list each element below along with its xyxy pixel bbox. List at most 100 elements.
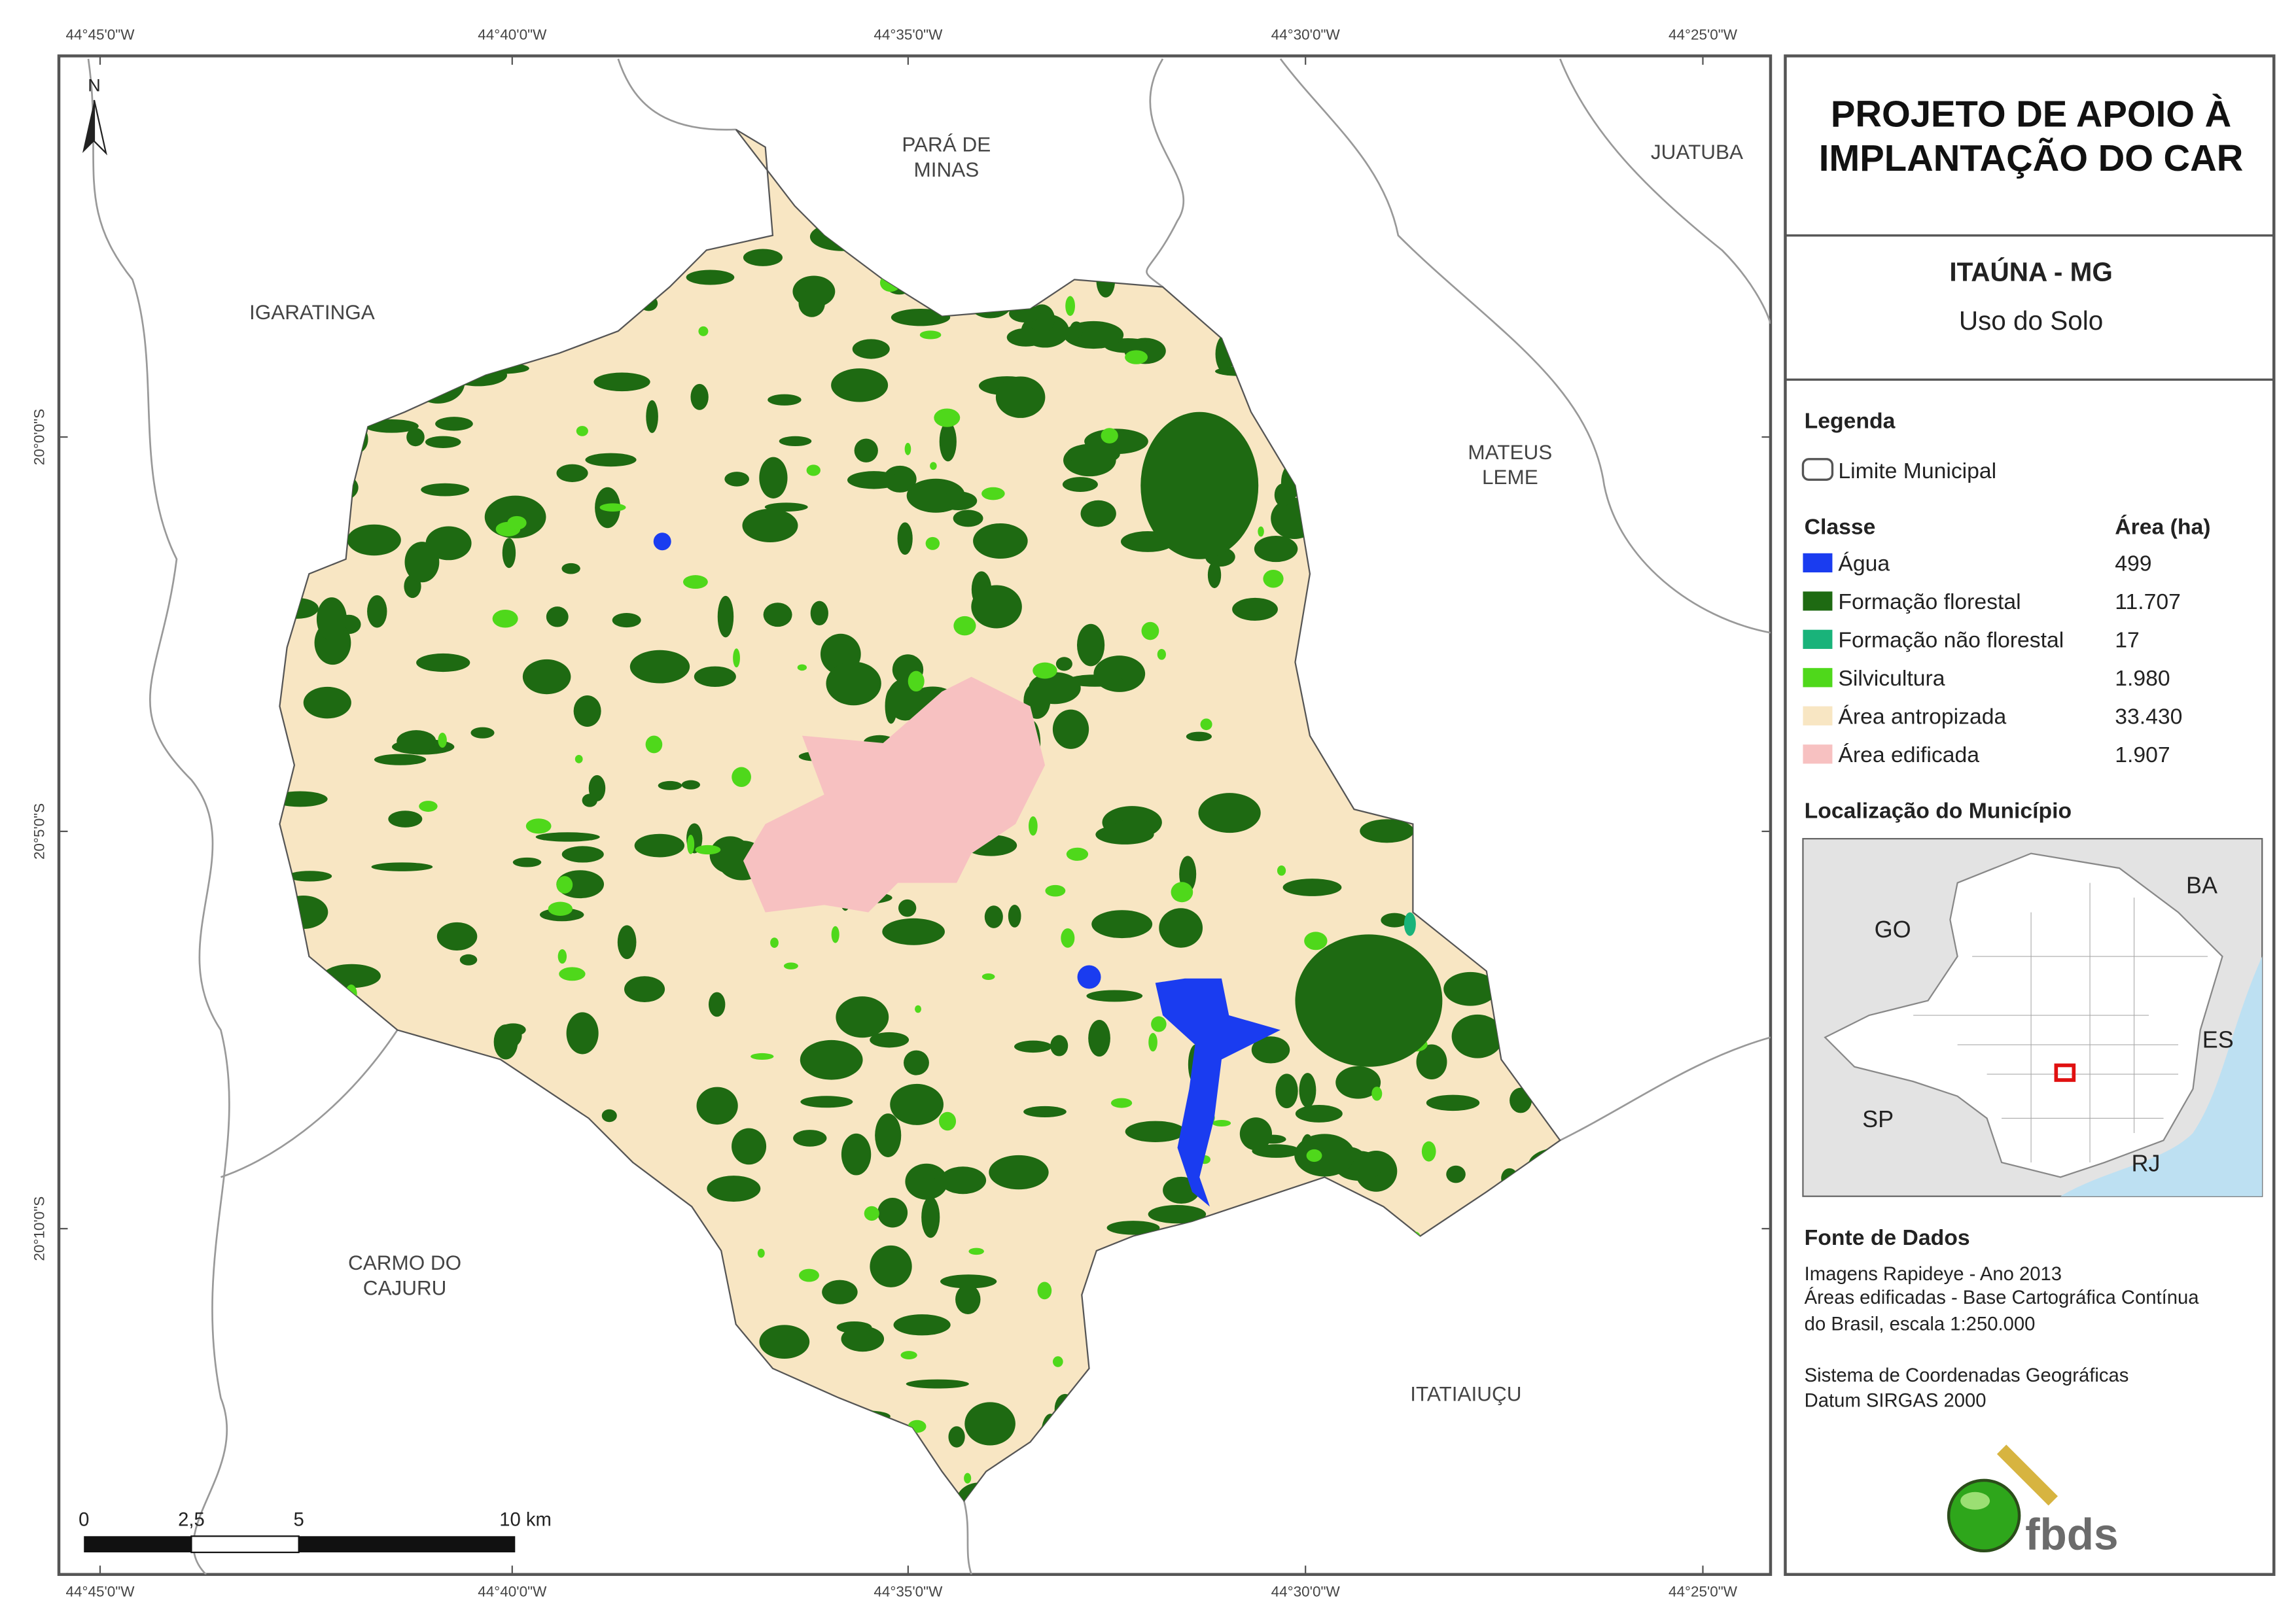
forest-patch (367, 595, 387, 628)
silviculture-patch (1029, 816, 1038, 836)
forest-patch (435, 417, 473, 431)
place-name: LEME (1482, 465, 1538, 489)
north-arrow: N (82, 75, 107, 156)
state-label: BA (2186, 871, 2217, 898)
forest-patch (573, 695, 601, 727)
silviculture-patch (968, 1248, 984, 1255)
forest-patch (841, 1133, 872, 1176)
sources-heading: Fonte de Dados (1805, 1225, 1970, 1250)
forest-patch (971, 585, 1022, 629)
forest-patch (556, 464, 588, 482)
forest-patch (287, 871, 332, 882)
class-swatch (1803, 553, 1833, 572)
forest-patch (798, 290, 825, 317)
longitude-label: 44°40'0"W (478, 1584, 547, 1600)
forest-patch (940, 1274, 997, 1289)
scale-label: 10 km (499, 1510, 552, 1531)
legend-heading: Legenda (1805, 409, 1896, 434)
forest-patch (1159, 908, 1203, 948)
silviculture-patch (1157, 648, 1166, 660)
forest-patch (1086, 990, 1143, 1002)
source-line: do Brasil, escala 1:250.000 (1805, 1314, 2036, 1335)
silviculture-patch (438, 732, 447, 748)
forest-patch (347, 524, 401, 556)
forest-patch (1254, 535, 1298, 563)
forest-patch (898, 899, 917, 917)
forest-patch (1023, 1106, 1067, 1118)
forest-patch (374, 754, 427, 765)
forest-patch (1076, 623, 1105, 667)
class-area: 499 (2115, 551, 2151, 576)
scale-label: 2,5 (178, 1510, 205, 1531)
forest-patch (973, 523, 1028, 559)
place-name: CAJURU (363, 1276, 447, 1299)
forest-patch (624, 976, 665, 1003)
forest-patch (1510, 1087, 1532, 1113)
class-area: 33.430 (2115, 705, 2182, 729)
forest-patch (1080, 500, 1116, 527)
forest-patch (940, 1166, 987, 1195)
forest-patch (1274, 483, 1292, 507)
forest-patch (561, 846, 604, 863)
silviculture-patch (645, 735, 663, 754)
forest-patch (1416, 1044, 1447, 1079)
class-name: Área antropizada (1838, 705, 2006, 729)
forest-patch (681, 780, 700, 790)
location-heading: Localização do Município (1805, 799, 2072, 824)
silviculture-patch (599, 503, 626, 512)
forest-patch (914, 1177, 942, 1198)
class-name: Formação florestal (1838, 589, 2021, 614)
urban-area (743, 676, 1046, 913)
forest-patch (561, 563, 580, 574)
forest-patch (1299, 1073, 1316, 1108)
silviculture-patch (574, 755, 583, 763)
forest-patch (891, 308, 951, 326)
forest-patch (416, 653, 470, 672)
forest-patch (694, 666, 736, 688)
longitude-label: 44°45'0"W (65, 1584, 135, 1600)
forest-patch (582, 794, 597, 807)
latitude-label: 20°5'0"S (31, 803, 48, 860)
source-line: Áreas edificadas - Base Cartográfica Con… (1805, 1287, 2200, 1308)
forest-patch (831, 368, 889, 402)
silviculture-patch (981, 973, 995, 981)
forest-patch (1251, 1036, 1290, 1064)
forest-patch (1451, 1014, 1504, 1058)
forest-patch (522, 659, 571, 695)
silviculture-patch (1065, 296, 1075, 316)
forest-patch (535, 832, 600, 842)
logo-text: fbds (2025, 1510, 2118, 1560)
silviculture-patch (1141, 621, 1159, 640)
forest-patch (995, 376, 1046, 418)
forest-patch (421, 483, 470, 497)
silviculture-patch (751, 1053, 774, 1060)
class-name: Área edificada (1838, 742, 1979, 767)
silviculture-patch (1304, 932, 1328, 951)
forest-patch (1111, 819, 1156, 837)
class-name: Água (1838, 551, 1890, 576)
non-forest-patch (1404, 912, 1416, 936)
forest-patch (690, 383, 709, 410)
forest-patch (836, 996, 889, 1038)
silviculture-patch (783, 962, 798, 969)
silviculture-patch (1110, 1098, 1133, 1108)
forest-patch (1443, 971, 1498, 1006)
forest-patch (852, 339, 890, 359)
forest-patch (939, 421, 957, 462)
silviculture-patch (831, 926, 839, 943)
place-name: PARÁ DE (902, 133, 991, 156)
forest-patch (1335, 1066, 1381, 1099)
class-swatch (1803, 629, 1833, 649)
silviculture-patch (1066, 847, 1089, 861)
silviculture-patch (797, 664, 807, 671)
forest-patch (897, 522, 913, 555)
silviculture-patch (732, 767, 751, 787)
forest-patch (707, 1176, 761, 1202)
forest-patch (882, 918, 945, 945)
forest-patch (1067, 444, 1120, 465)
forest-patch (1067, 674, 1123, 687)
title: IMPLANTAÇÃO DO CAR (1819, 137, 2244, 179)
silviculture-patch (556, 876, 573, 894)
longitude-label: 44°40'0"W (478, 27, 547, 43)
